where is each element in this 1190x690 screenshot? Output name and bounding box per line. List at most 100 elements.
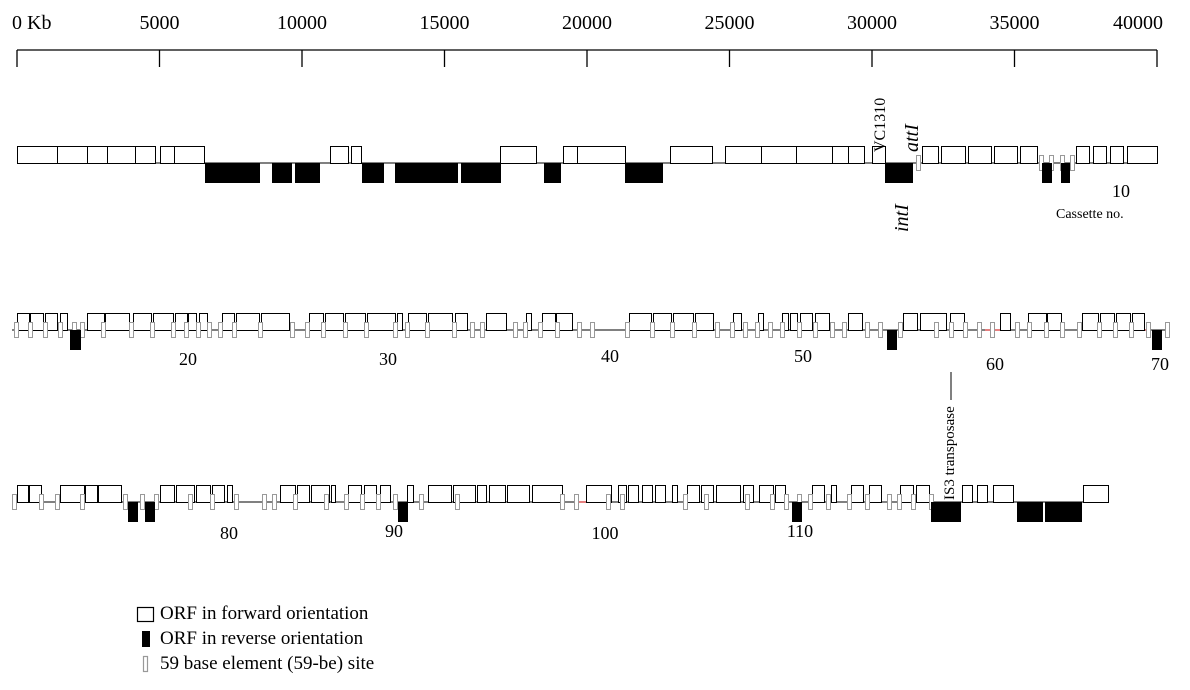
forward-orf	[1000, 313, 1011, 331]
site-59be	[364, 322, 369, 338]
cassette-no-label: Cassette no.	[1056, 207, 1124, 222]
reverse-orf	[145, 502, 155, 522]
forward-orf	[968, 146, 992, 164]
site-59be	[290, 322, 295, 338]
59be-site-icon	[142, 655, 149, 673]
site-59be	[692, 322, 697, 338]
site-59be	[101, 322, 106, 338]
cassette-number: 30	[379, 349, 397, 369]
forward-orf	[397, 313, 403, 331]
site-59be	[80, 494, 85, 510]
site-59be	[590, 322, 595, 338]
forward-orf	[345, 313, 366, 331]
site-59be	[425, 322, 430, 338]
site-59be	[258, 322, 263, 338]
reverse-orf	[128, 502, 138, 522]
forward-orf	[977, 485, 988, 503]
site-59be	[1070, 155, 1075, 171]
site-59be	[555, 322, 560, 338]
site-59be	[14, 322, 19, 338]
ruler-tick-label: 40000	[1113, 12, 1163, 34]
forward-orf	[364, 485, 377, 503]
ruler-tick-label: 25000	[705, 12, 755, 34]
forward-orf	[629, 313, 652, 331]
forward-orf	[1083, 485, 1109, 503]
forward-orf	[920, 313, 947, 331]
reverse-orf	[205, 163, 260, 183]
reverse-orf	[1152, 330, 1162, 350]
site-59be	[58, 322, 63, 338]
forward-orf	[87, 146, 108, 164]
forward-orf	[1076, 146, 1090, 164]
inti-label: intI	[891, 203, 913, 232]
forward-orf	[672, 485, 678, 503]
site-59be	[606, 494, 611, 510]
cassette-number: 90	[385, 521, 403, 541]
site-59be	[743, 322, 748, 338]
site-59be	[1113, 322, 1118, 338]
forward-orf	[872, 146, 886, 164]
site-59be	[324, 494, 329, 510]
site-59be	[393, 494, 398, 510]
cassette-number: 40	[601, 346, 619, 366]
forward-orf	[133, 313, 152, 331]
site-59be	[715, 322, 720, 338]
site-59be	[768, 322, 773, 338]
site-59be	[405, 322, 410, 338]
forward-orf	[486, 313, 507, 331]
forward-orf	[832, 146, 849, 164]
site-59be	[916, 155, 921, 171]
forward-orf	[563, 146, 578, 164]
forward-orf	[489, 485, 506, 503]
reverse-orf	[272, 163, 292, 183]
site-59be	[393, 322, 398, 338]
forward-orf	[160, 485, 175, 503]
cassette-number: 70	[1151, 354, 1169, 374]
kb-ruler: 0 Kb 5000 10000 15000 20000 25000 30000 35000 40…	[12, 12, 1163, 400]
forward-orf	[297, 485, 310, 503]
forward-orf	[716, 485, 741, 503]
forward-orf	[1047, 313, 1062, 331]
site-59be	[1027, 322, 1032, 338]
site-59be	[188, 494, 193, 510]
forward-orf	[831, 485, 837, 503]
forward-orf	[160, 146, 175, 164]
site-59be	[12, 494, 17, 510]
site-59be	[184, 322, 189, 338]
site-59be	[865, 494, 870, 510]
ruler-tick-label: 10000	[277, 12, 327, 34]
site-59be	[234, 494, 239, 510]
cassette-number: 110	[787, 521, 813, 541]
reverse-orf	[70, 330, 81, 350]
legend-site-label: 59 base element (59-be) site	[160, 653, 375, 674]
forward-orf	[761, 146, 797, 164]
forward-orf	[407, 485, 414, 503]
site-59be	[150, 322, 155, 338]
forward-orf	[236, 313, 260, 331]
site-59be	[455, 494, 460, 510]
site-59be	[813, 322, 818, 338]
forward-orf	[725, 146, 762, 164]
site-59be	[911, 494, 916, 510]
vc1310-label: VC1310	[872, 98, 889, 152]
site-59be	[963, 322, 968, 338]
site-59be	[321, 322, 326, 338]
forward-orf	[1093, 146, 1107, 164]
site-59be	[123, 494, 128, 510]
forward-orf	[790, 313, 798, 331]
forward-orf	[107, 146, 136, 164]
ruler-tick-label: 0 Kb	[12, 12, 51, 34]
reverse-orf	[1042, 163, 1052, 183]
forward-orf	[57, 146, 88, 164]
forward-orf	[380, 485, 391, 503]
legend-forward-label: ORF in forward orientation	[160, 603, 369, 624]
site-59be	[218, 322, 223, 338]
forward-orf	[351, 146, 362, 164]
site-59be	[1044, 322, 1049, 338]
site-59be	[898, 322, 903, 338]
forward-orf	[348, 485, 362, 503]
site-59be	[80, 322, 85, 338]
forward-orf	[1100, 313, 1115, 331]
cassette-number: 80	[220, 523, 238, 543]
cassette-number: 50	[794, 346, 812, 366]
